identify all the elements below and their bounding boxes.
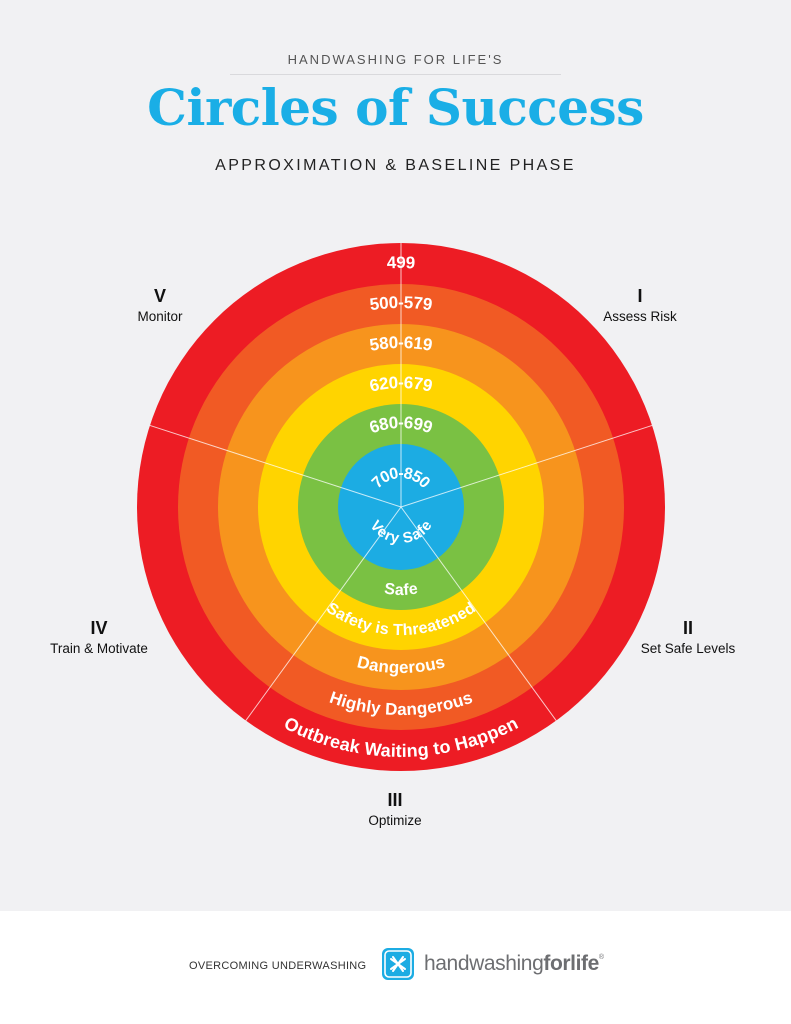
footer-tagline: OVERCOMING UNDERWASHING xyxy=(189,960,367,972)
stage-numeral: V xyxy=(153,286,166,306)
stage-2: II Set Safe Levels xyxy=(628,618,748,658)
category-label-5: Safe xyxy=(383,581,419,600)
stage-name: Optimize xyxy=(368,813,422,828)
stage-4: IV Train & Motivate xyxy=(34,618,164,658)
hands-logo-icon xyxy=(382,948,414,980)
stage-numeral: II xyxy=(682,618,693,638)
stage-3: III Optimize xyxy=(345,790,445,830)
stage-name: Train & Motivate xyxy=(50,641,148,656)
spoke-2 xyxy=(400,424,653,508)
range-label-4: 620-679 xyxy=(368,374,434,397)
spokes xyxy=(149,243,653,721)
circles-wheel: 499500-579580-619620-679680-699700-850Ou… xyxy=(137,243,665,771)
stage-1: I Assess Risk xyxy=(590,286,690,326)
stage-name: Monitor xyxy=(137,309,183,324)
range-label-1: 499 xyxy=(386,254,415,273)
brand-mark: ® xyxy=(598,954,604,961)
range-label-3: 580-619 xyxy=(368,334,433,356)
spoke-5 xyxy=(149,424,402,508)
brand-bold: forlife xyxy=(543,952,599,975)
stage-name: Assess Risk xyxy=(603,309,677,324)
stage-5: V Monitor xyxy=(110,286,210,326)
page-title: Circles of Success xyxy=(147,78,644,137)
spoke-3 xyxy=(400,506,557,721)
spoke-4 xyxy=(245,506,402,721)
stage-numeral: III xyxy=(387,790,403,810)
stage-numeral: I xyxy=(637,286,643,306)
stage-name: Set Safe Levels xyxy=(640,641,736,656)
stage-numeral: IV xyxy=(90,618,108,638)
brand-light: handwashing xyxy=(424,952,544,975)
brand-wordmark: handwashingforlife® xyxy=(424,952,604,976)
divider xyxy=(230,74,561,75)
page-subtitle: APPROXIMATION & BASELINE PHASE xyxy=(215,157,576,174)
range-label-2: 500-579 xyxy=(369,293,434,314)
eyebrow: HANDWASHING FOR LIFE'S xyxy=(287,52,504,67)
